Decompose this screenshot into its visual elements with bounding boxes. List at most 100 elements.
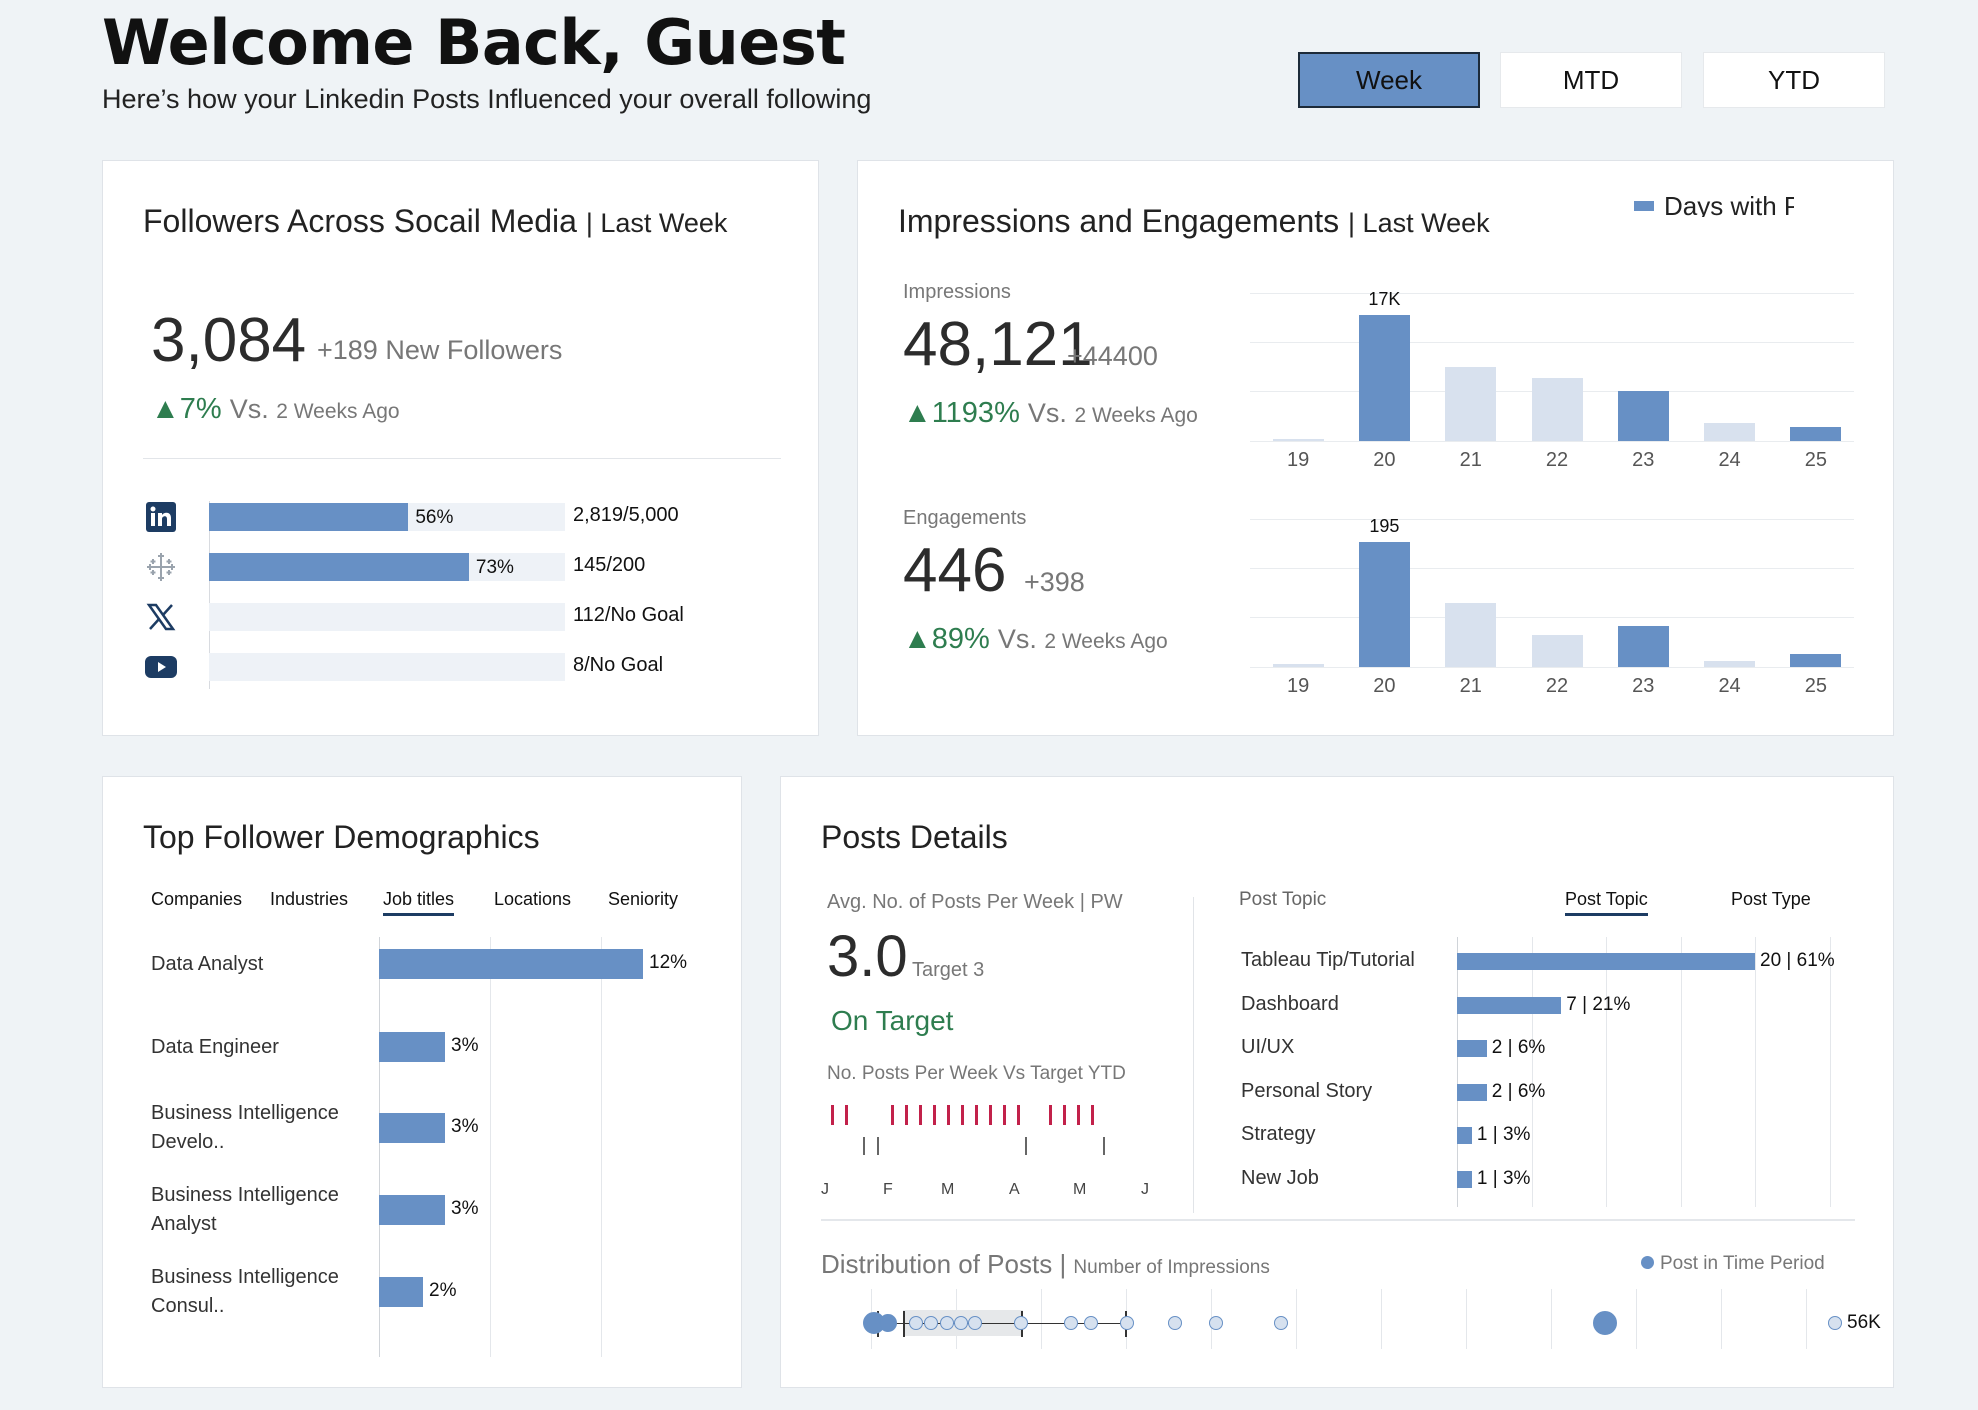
legend-dot (1641, 1256, 1654, 1269)
topic-axis (1457, 937, 1458, 1207)
impressions-data-label: 17K (1368, 289, 1401, 310)
weekly-post-tick-on-target (961, 1105, 964, 1125)
linkedin-progress-fill (209, 503, 409, 531)
social-row-x: 112/No Goal (103, 601, 818, 631)
tab-job-titles[interactable]: Job titles (383, 889, 455, 916)
tab-seniority[interactable]: Seniority (608, 889, 679, 909)
tab-industries[interactable]: Industries (270, 889, 349, 909)
demographic-row-label: Business Intelligence Develo.. (151, 1102, 339, 1153)
linkedin-icon (145, 501, 177, 533)
topic-grid-line (1532, 937, 1533, 1207)
engagements-label: Engagements (903, 507, 1027, 529)
demo-grid-line (601, 937, 602, 1357)
topic-grid-line (1681, 937, 1682, 1207)
month-axis-label: F (883, 1181, 893, 1198)
post-topic-data-label: 1 | 3% (1476, 1124, 1531, 1145)
month-axis-label: M (1073, 1181, 1087, 1198)
weekly-post-tick-on-target (1091, 1105, 1094, 1125)
demographic-row-label: Business Intelligence Consul.. (151, 1266, 339, 1317)
period-week-button[interactable]: Week (1298, 52, 1480, 108)
tab-post-type[interactable]: Post Type (1731, 889, 1811, 909)
divider (143, 458, 781, 459)
post-dot (1168, 1316, 1182, 1330)
topic-grid-line (1755, 937, 1756, 1207)
post-topic-data-label: 20 | 61% (1760, 950, 1835, 971)
tableau-icon (145, 551, 177, 583)
demographic-bar (379, 1032, 445, 1062)
whisker-cap (903, 1311, 905, 1337)
post-topic-bar (1457, 1084, 1487, 1101)
post-topic-label: Dashboard (1241, 993, 1339, 1015)
x-progress-track (209, 603, 565, 631)
engagements-data-label: 195 (1369, 515, 1400, 536)
distribution-grid-line (1806, 1289, 1807, 1349)
impressions-gridline (1250, 441, 1854, 442)
youtube-value: 8/No Goal (573, 654, 664, 676)
impressions-delta: +44400 (1067, 341, 1158, 371)
weekly-post-tick-below-target (877, 1137, 879, 1155)
impressions-bar (1531, 378, 1583, 441)
distribution-grid-line (1041, 1289, 1042, 1349)
engagements-gridline (1250, 567, 1854, 569)
post-topic-data-label: 7 | 21% (1566, 994, 1631, 1015)
period-mtd-button[interactable]: MTD (1500, 52, 1682, 108)
followers-total: 3,084 (151, 306, 307, 375)
post-dot (879, 1314, 897, 1332)
weekly-post-tick-on-target (975, 1105, 978, 1125)
engagements-bar (1531, 634, 1583, 667)
whisker-line (877, 1323, 1125, 1324)
engagements-total: 446 (903, 536, 1007, 605)
post-topic-data-label: 2 | 6% (1491, 1081, 1546, 1102)
weekly-post-tick-on-target (947, 1105, 950, 1125)
tab-post-topic[interactable]: Post Topic (1565, 889, 1648, 916)
weekly-post-tick-on-target (1003, 1105, 1006, 1125)
posts-title: Posts Details (821, 819, 1008, 855)
tableau-value: 145/200 (573, 554, 646, 576)
distribution-title: Distribution of Posts | Number of Impres… (821, 1249, 1270, 1279)
social-row-linkedin: 56% 2,819/5,000 (103, 501, 818, 533)
avg-posts-target: Target 3 (912, 959, 985, 981)
on-target-status: On Target (831, 1005, 954, 1036)
distribution-grid-line (1466, 1289, 1467, 1349)
posts-details-card: Posts Details Avg. No. of Posts Per Week… (780, 776, 1894, 1388)
post-topic-data-label: 1 | 3% (1476, 1168, 1531, 1189)
month-axis-label: A (1009, 1181, 1020, 1198)
avg-posts-label: Avg. No. of Posts Per Week | PW (827, 891, 1123, 913)
demographic-row-label: Data Analyst (151, 953, 264, 975)
followers-card: Followers Across Socail Media | Last Wee… (102, 160, 819, 736)
topic-grid-line (1606, 937, 1607, 1207)
impressions-label: Impressions (903, 281, 1011, 303)
weekly-post-tick-on-target (989, 1105, 992, 1125)
impressions-column-chart: 19 20 17K 21 22 23 24 25 (1250, 289, 1854, 471)
tab-companies[interactable]: Companies (151, 889, 243, 909)
demographic-row-label: Business Intelligence Analyst (151, 1184, 339, 1235)
demo-axis (379, 937, 380, 1357)
post-dot (1084, 1316, 1098, 1330)
social-network-list: 56% 2,819/5,000 73% 145/200 112/No Goal (103, 501, 818, 701)
impressions-x-tick-label: 25 (1804, 449, 1827, 471)
impressions-trend: ▲1193% Vs. 2 Weeks Ago (903, 397, 1198, 429)
demographics-title: Top Follower Demographics (143, 819, 540, 855)
weekly-post-tick-below-target (1025, 1137, 1027, 1155)
post-dot (940, 1316, 954, 1330)
demographic-data-label: 3% (451, 1035, 479, 1056)
distribution-grid-line (1636, 1289, 1637, 1349)
engagements-trend: ▲89% Vs. 2 Weeks Ago (903, 623, 1168, 655)
post-topic-data-label: 2 | 6% (1491, 1037, 1546, 1058)
demographic-data-label: 3% (451, 1198, 479, 1219)
impressions-gridline (1250, 293, 1854, 294)
impressions-total: 48,121 (903, 310, 1093, 379)
impressions-x-tick-label: 22 (1545, 449, 1569, 471)
period-ytd-button[interactable]: YTD (1703, 52, 1885, 108)
weekly-post-tick-on-target (933, 1105, 936, 1125)
engagements-x-tick-label: 23 (1632, 675, 1655, 697)
month-axis-label: M (941, 1181, 955, 1198)
demo-grid-line (490, 937, 491, 1357)
weekly-post-tick-below-target (863, 1137, 865, 1155)
followers-title: Followers Across Socail Media | Last Wee… (143, 203, 728, 239)
month-axis-label: J (821, 1181, 829, 1198)
tab-locations[interactable]: Locations (494, 889, 572, 909)
engagements-column-chart: 19 20 195 21 22 23 24 25 (1250, 515, 1854, 697)
weekly-post-tick-on-target (1063, 1105, 1066, 1125)
impressions-gridline (1250, 341, 1854, 343)
